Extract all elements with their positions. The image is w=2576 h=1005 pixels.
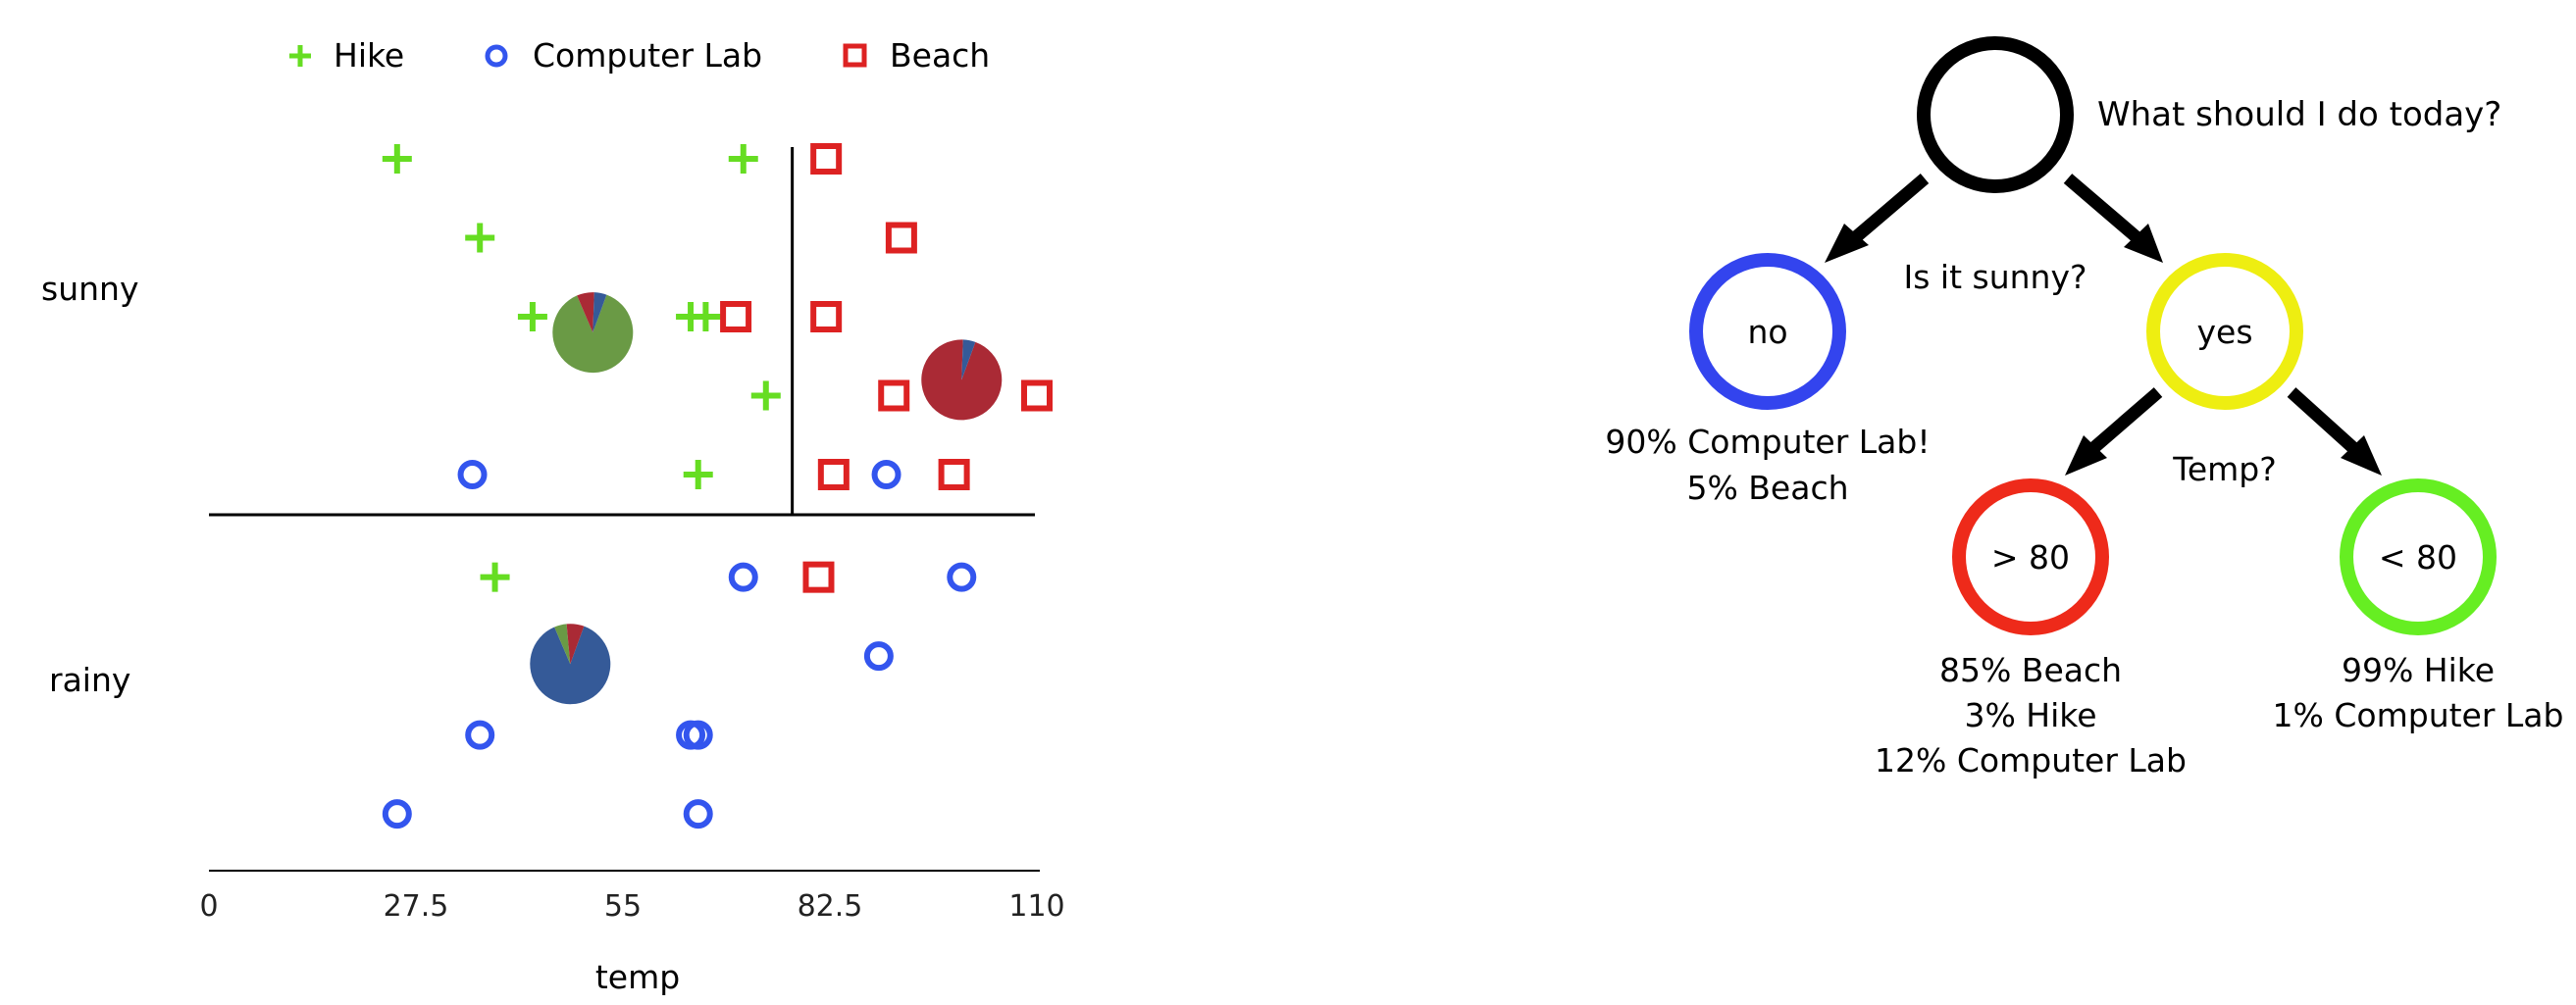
point-square — [938, 459, 970, 490]
x-tick-label: 0 — [199, 889, 218, 924]
scatter-chart: Hike Computer Lab Beach sunny rainy 0 27.… — [41, 36, 1065, 996]
node-gt80-outcome-2: 3% Hike — [1964, 696, 2096, 734]
legend-item-hike: Hike — [289, 36, 404, 75]
legend-item-computer-lab: Computer Lab — [485, 36, 762, 75]
point-plus — [517, 302, 547, 331]
point-square — [802, 561, 835, 593]
root-node — [1917, 36, 2074, 193]
node-gt80 — [1952, 478, 2109, 635]
arrowhead-yes-gt80 — [2065, 435, 2107, 476]
x-tick-label: 110 — [1008, 889, 1064, 924]
arrowhead-yes-lt80 — [2341, 435, 2382, 476]
node-yes-label: yes — [2196, 313, 2252, 351]
pie-slice — [530, 626, 611, 705]
pie-slice — [592, 292, 607, 333]
region-pie — [530, 624, 611, 705]
point-plus — [691, 302, 721, 331]
point-square — [817, 459, 850, 490]
data-points — [382, 143, 1053, 829]
pie-slice — [961, 339, 976, 380]
point-square — [810, 143, 843, 175]
point-square — [878, 379, 910, 412]
point-circle — [457, 460, 488, 489]
root-question: What should I do today? — [2097, 95, 2501, 134]
edge-root-yes — [2063, 174, 2148, 248]
split-question-sunny: Is it sunny? — [1904, 258, 2087, 296]
node-gt80-label: > 80 — [1991, 538, 2070, 577]
node-no-label: no — [1747, 313, 1787, 351]
node-gt80-outcome-1: 85% Beach — [1939, 651, 2122, 689]
node-no-outcome-1: 90% Computer Lab! — [1605, 423, 1930, 461]
pie-slice — [577, 292, 594, 333]
arrowhead-root-no — [1825, 224, 1869, 263]
point-plus — [683, 460, 713, 489]
point-plus — [480, 562, 510, 592]
legend-item-beach: Beach — [843, 36, 990, 75]
point-circle — [863, 641, 894, 672]
x-axis-label: temp — [595, 958, 680, 996]
region-pies — [530, 292, 1003, 705]
pie-slice — [552, 294, 634, 374]
region-pie — [921, 339, 1003, 421]
node-no-outcome-2: 5% Beach — [1686, 469, 1848, 507]
point-square — [1021, 379, 1053, 412]
node-lt80 — [2340, 478, 2497, 635]
pie-slice — [566, 624, 585, 665]
point-circle — [683, 799, 713, 829]
region-pie — [552, 292, 634, 374]
node-gt80-outcome-3: 12% Computer Lab — [1875, 741, 2187, 779]
legend-label-hike: Hike — [334, 36, 404, 75]
pie-slice — [554, 624, 571, 665]
legend: Hike Computer Lab Beach — [289, 36, 990, 75]
y-category-rainy: rainy — [49, 661, 130, 699]
point-circle — [683, 720, 713, 750]
decision-tree: What should I do today? Is it sunny? Tem… — [1605, 36, 2564, 779]
point-square — [720, 301, 752, 332]
point-plus — [382, 144, 412, 174]
point-circle — [382, 799, 412, 829]
point-circle — [871, 460, 902, 489]
point-circle — [947, 562, 977, 592]
edge-yes-gt80 — [2080, 387, 2163, 461]
legend-label-computer-lab: Computer Lab — [533, 36, 762, 75]
node-lt80-label: < 80 — [2379, 538, 2457, 577]
point-circle — [728, 562, 758, 592]
point-circle — [465, 720, 495, 750]
point-plus — [728, 144, 758, 174]
split-question-temp: Temp? — [2172, 450, 2276, 488]
node-no — [1689, 253, 1846, 410]
point-square — [885, 222, 917, 254]
legend-square-marker — [843, 43, 867, 68]
node-lt80-outcome-2: 1% Computer Lab — [2273, 696, 2564, 734]
node-lt80-outcome-1: 99% Hike — [2342, 651, 2495, 689]
x-tick-label: 55 — [604, 889, 642, 924]
pie-slice — [921, 339, 1003, 421]
legend-label-beach: Beach — [890, 36, 990, 75]
arrowhead-root-yes — [2124, 224, 2163, 263]
node-yes — [2146, 253, 2303, 410]
x-tick-label: 82.5 — [798, 889, 863, 924]
x-tick-label: 27.5 — [384, 889, 449, 924]
x-tick-labels: 0 27.5 55 82.5 110 — [199, 889, 1064, 924]
point-square — [810, 301, 843, 332]
y-category-sunny: sunny — [41, 270, 138, 308]
edge-yes-lt80 — [2287, 387, 2367, 461]
point-plus — [465, 223, 495, 253]
point-plus — [750, 380, 781, 411]
legend-circle-marker — [485, 44, 508, 68]
